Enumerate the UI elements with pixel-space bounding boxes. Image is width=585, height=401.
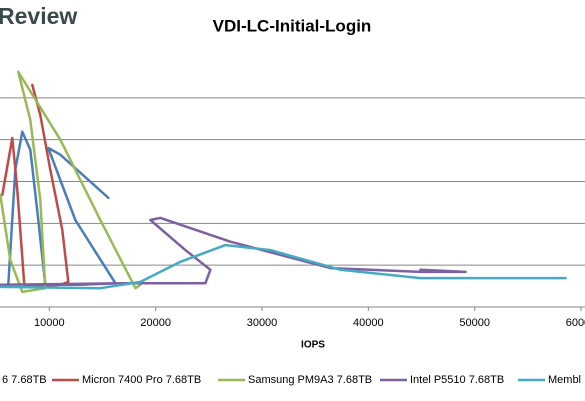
- legend-label: 6 7.68TB: [2, 374, 47, 386]
- x-axis-label: IOPS: [301, 340, 325, 351]
- x-tick-label: 20000: [140, 317, 171, 329]
- series-line: [0, 70, 142, 294]
- x-tick-label: 30000: [247, 317, 278, 329]
- x-tick-label: 40000: [353, 317, 384, 329]
- legend-label: Intel P5510 7.68TB: [410, 374, 504, 386]
- chart-title: VDI-LC-Initial-Login: [213, 16, 372, 35]
- legend-label: Samsung PM9A3 7.68TB: [248, 374, 372, 386]
- logo: Review: [0, 3, 77, 29]
- x-tick-label: 10000: [34, 317, 65, 329]
- legend-label: Membl: [548, 374, 581, 386]
- series-line: [0, 243, 567, 290]
- series-line: [7, 130, 117, 287]
- x-tick-label: 60000: [566, 317, 585, 329]
- x-tick-label: 50000: [459, 317, 490, 329]
- series-line: [0, 216, 467, 287]
- legend-label: Micron 7400 Pro 7.68TB: [82, 374, 201, 386]
